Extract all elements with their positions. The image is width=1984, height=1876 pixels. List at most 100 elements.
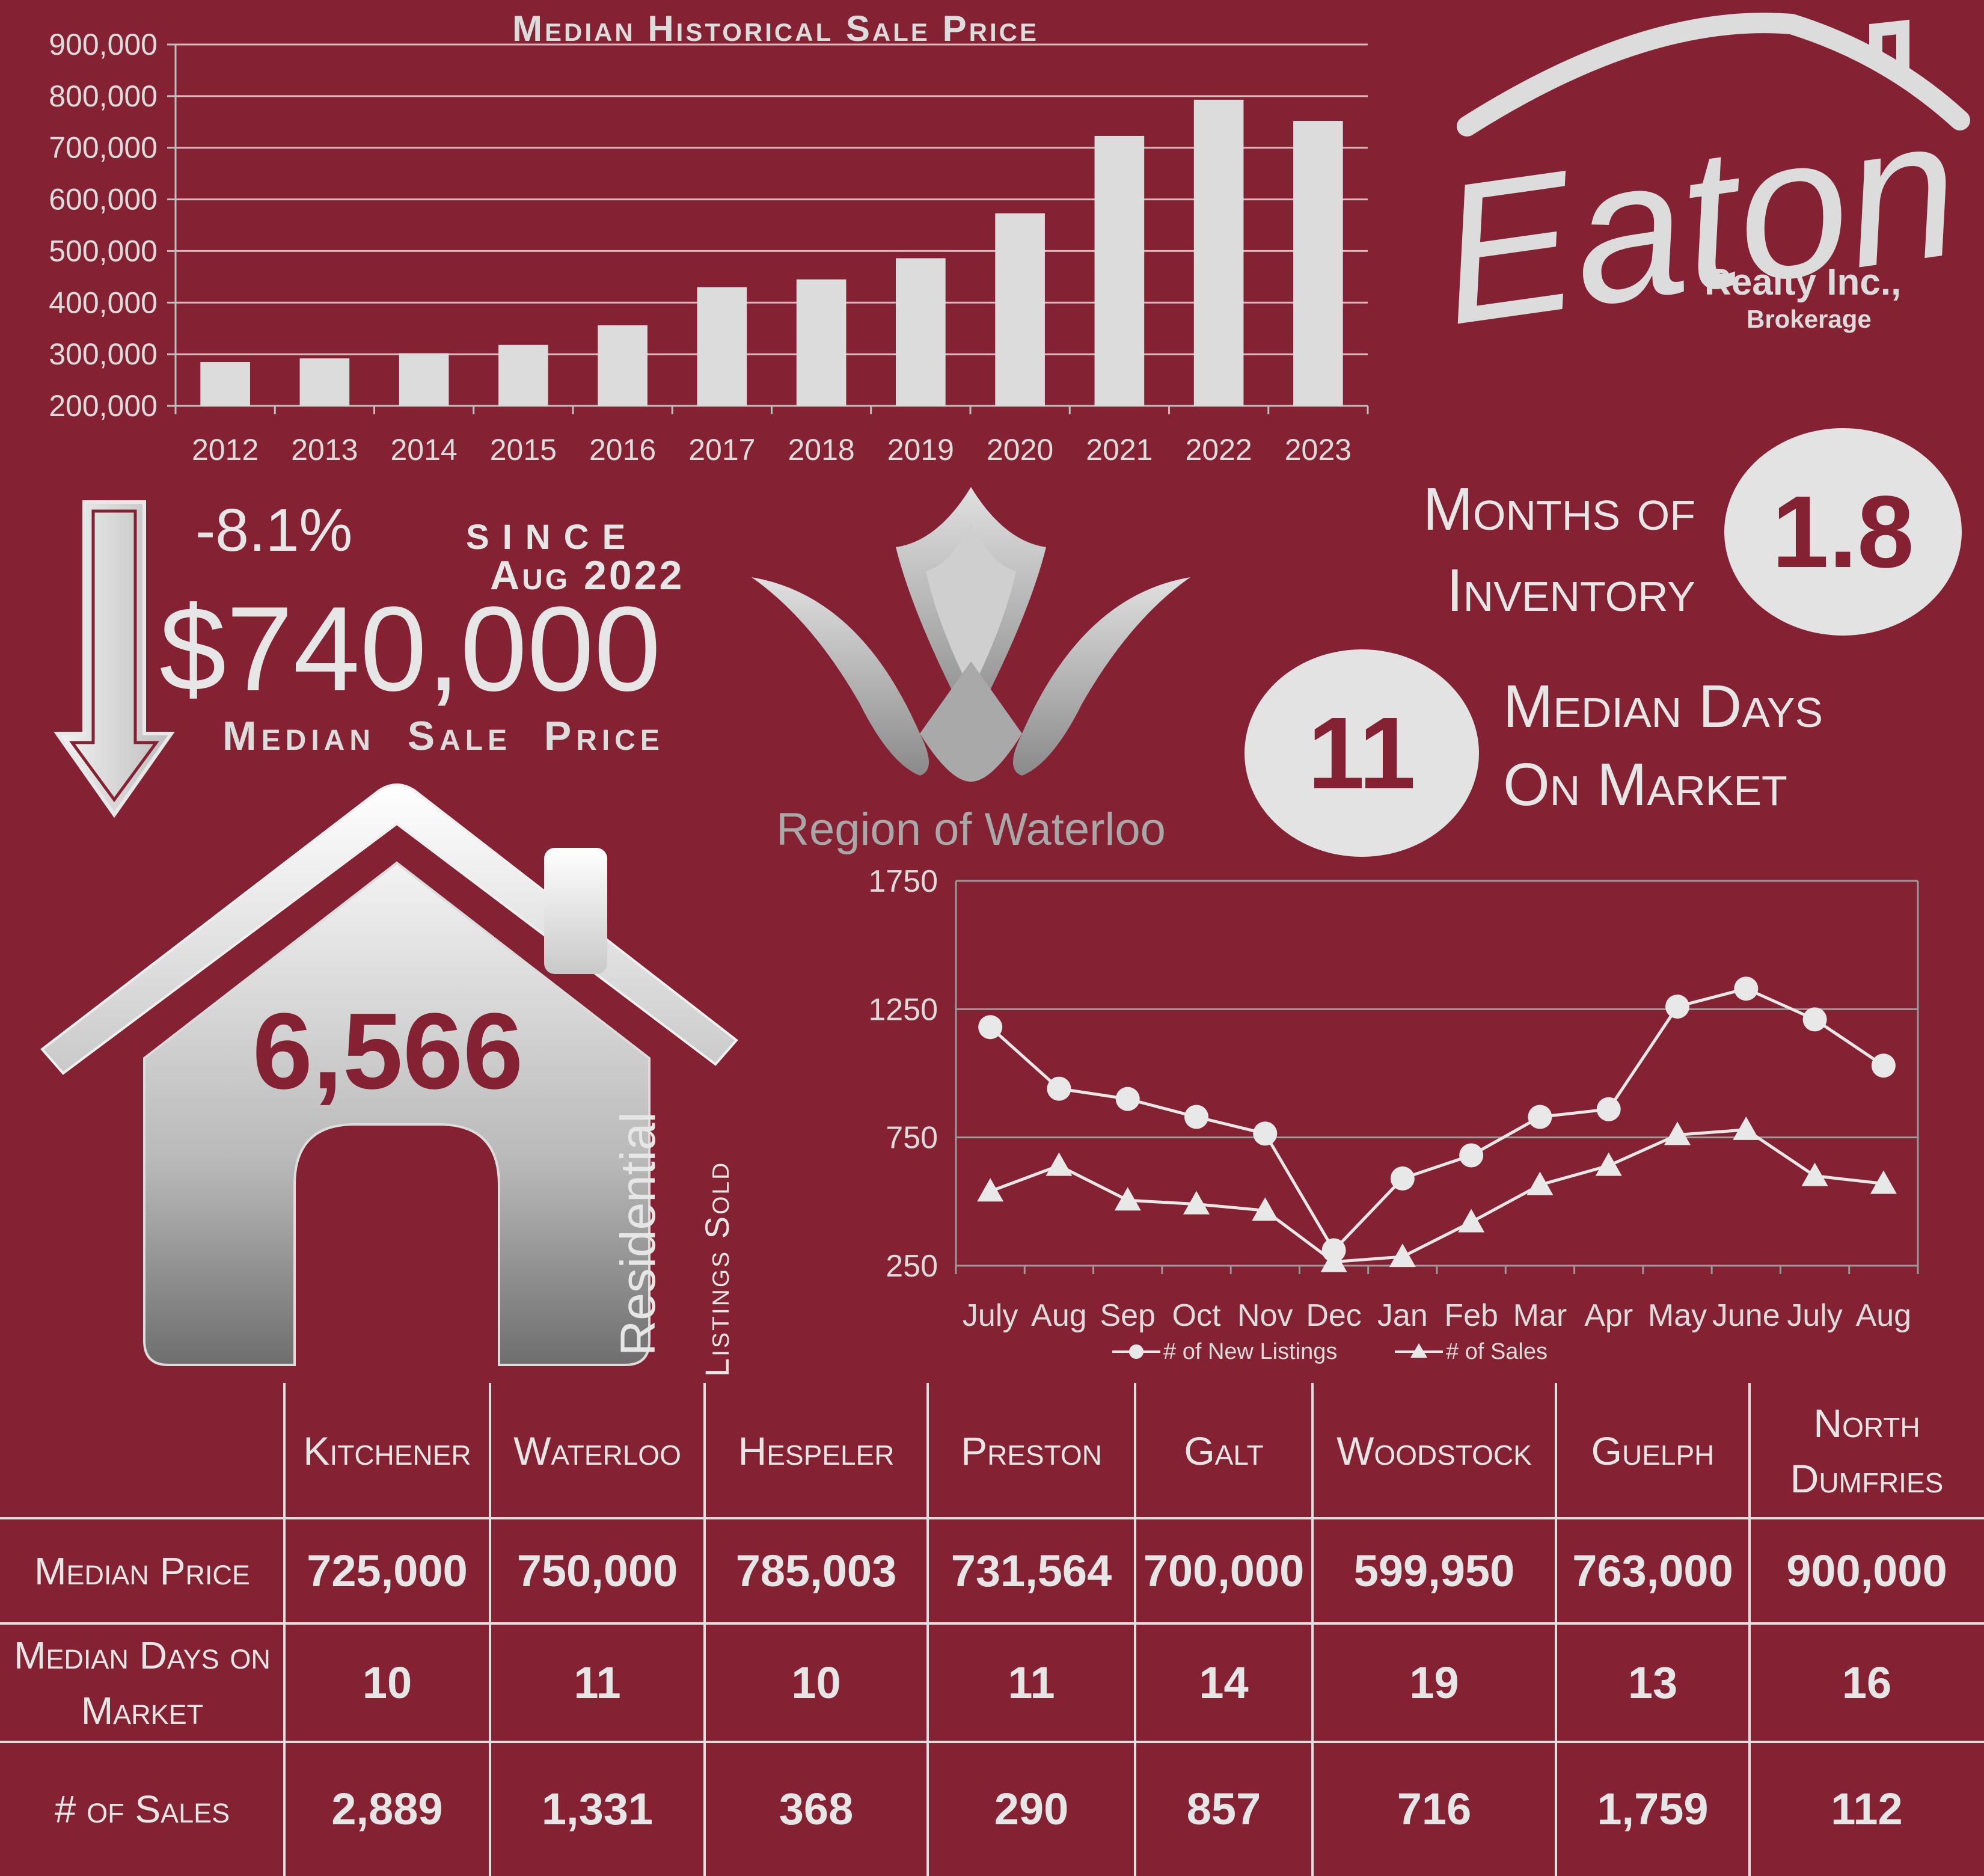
table-header-woodstock: Woodstock bbox=[1336, 1428, 1532, 1473]
bar-x-tick-label: 2018 bbox=[788, 433, 855, 467]
months-inventory-label-line2: Inventory bbox=[1446, 557, 1695, 624]
line-chart-legend: # of New Listings # of Sales bbox=[1112, 1339, 1548, 1364]
line-point-sales bbox=[1252, 1197, 1279, 1221]
line-chart-series bbox=[977, 976, 1897, 1272]
table-cell: 1,759 bbox=[1597, 1784, 1709, 1834]
bar-chart-bars bbox=[200, 99, 1343, 406]
table-cell: 11 bbox=[574, 1658, 621, 1708]
line-series-new-listings bbox=[989, 987, 1885, 1253]
bar-x-tick-label: 2022 bbox=[1186, 433, 1252, 467]
table-header-guelph: Guelph bbox=[1591, 1428, 1715, 1473]
line-x-tick-label: Aug bbox=[1856, 1298, 1912, 1333]
bar-x-tick-label: 2012 bbox=[192, 433, 259, 467]
bar-x-tick-label: 2020 bbox=[987, 433, 1053, 467]
line-x-tick-label: May bbox=[1648, 1298, 1707, 1333]
line-point-sales bbox=[977, 1178, 1004, 1202]
line-point-sales bbox=[1046, 1152, 1073, 1176]
line-point-sales bbox=[1595, 1152, 1622, 1176]
table-cell: 599,950 bbox=[1353, 1546, 1515, 1596]
table-header-kitchener: Kitchener bbox=[303, 1428, 471, 1473]
table-column-divider bbox=[926, 1383, 929, 1876]
line-y-tick-label: 1750 bbox=[868, 864, 938, 899]
line-y-tick-label: 750 bbox=[886, 1121, 938, 1156]
table-cell: 368 bbox=[779, 1784, 854, 1834]
line-x-tick-label: Feb bbox=[1444, 1298, 1498, 1333]
table-row-divider bbox=[0, 1517, 1984, 1519]
table-cell: 112 bbox=[1831, 1784, 1903, 1834]
line-point-new-listings bbox=[1390, 1166, 1415, 1191]
line-point-sales bbox=[1458, 1209, 1485, 1233]
line-point-sales bbox=[1664, 1121, 1691, 1145]
bar-2015 bbox=[498, 345, 548, 406]
bar-2019 bbox=[896, 258, 946, 406]
table-header-waterloo: Waterloo bbox=[513, 1428, 681, 1473]
line-point-new-listings bbox=[1802, 1007, 1827, 1032]
bar-2013 bbox=[299, 358, 350, 406]
since-label: since bbox=[466, 518, 639, 557]
line-y-tick-label: 250 bbox=[886, 1249, 938, 1284]
table-header-hespeler: Hespeler bbox=[738, 1428, 895, 1473]
logo-brokerage: Brokerage bbox=[1747, 305, 1872, 333]
table-cell: 290 bbox=[994, 1784, 1069, 1834]
bar-y-tick-label: 600,000 bbox=[49, 183, 158, 216]
region-name: Region of Waterloo bbox=[776, 804, 1166, 855]
median-days-value: 11 bbox=[1308, 696, 1416, 811]
median-sale-price: $740,000 bbox=[159, 582, 661, 716]
median-days-label-line2: On Market bbox=[1503, 751, 1787, 818]
table-cell: 716 bbox=[1397, 1784, 1472, 1834]
months-inventory-circle: 1.8 bbox=[1724, 428, 1962, 636]
bar-x-tick-label: 2017 bbox=[688, 433, 755, 467]
table-cell: 2,889 bbox=[331, 1784, 443, 1834]
table-cell: 725,000 bbox=[307, 1546, 468, 1596]
line-x-tick-label: Aug bbox=[1031, 1298, 1087, 1333]
bar-2018 bbox=[796, 279, 847, 406]
eaton-logo: Eaton Realty Inc., Brokerage bbox=[1427, 13, 1971, 361]
median-days-label-line1: Median Days bbox=[1503, 673, 1823, 740]
bar-x-tick-label: 2015 bbox=[490, 433, 557, 467]
bar-2016 bbox=[598, 325, 648, 406]
median-days-circle: 11 bbox=[1245, 649, 1479, 857]
line-x-tick-label: Apr bbox=[1584, 1298, 1633, 1333]
line-point-new-listings bbox=[1115, 1087, 1140, 1111]
line-point-sales bbox=[1183, 1191, 1210, 1215]
table-cell: 750,000 bbox=[516, 1546, 678, 1596]
line-chart-y-axis: 250 750 1250 1750 bbox=[868, 864, 938, 1284]
legend-label-sales: # of Sales bbox=[1446, 1339, 1548, 1364]
months-inventory-value: 1.8 bbox=[1772, 474, 1914, 589]
line-point-new-listings bbox=[1253, 1121, 1278, 1146]
line-x-tick-label: July bbox=[1787, 1298, 1842, 1333]
table-column-divider bbox=[1134, 1383, 1136, 1876]
line-point-new-listings bbox=[1459, 1143, 1484, 1168]
bar-2021 bbox=[1094, 135, 1145, 406]
median-days-label: Median Days On Market bbox=[1503, 667, 1823, 824]
bar-y-tick-label: 900,000 bbox=[49, 28, 158, 61]
line-x-tick-label: Oct bbox=[1172, 1298, 1221, 1333]
bar-x-tick-label: 2021 bbox=[1086, 433, 1153, 467]
table-cell: 16 bbox=[1842, 1658, 1892, 1708]
bar-x-tick-label: 2023 bbox=[1285, 433, 1352, 467]
table-cell: 900,000 bbox=[1786, 1546, 1947, 1596]
table-row-divider bbox=[0, 1741, 1984, 1743]
months-inventory-label: Months of Inventory bbox=[1347, 469, 1695, 631]
bar-y-tick-label: 300,000 bbox=[49, 337, 158, 371]
bar-x-tick-label: 2016 bbox=[589, 433, 656, 467]
bar-y-tick-label: 800,000 bbox=[49, 79, 158, 113]
line-x-tick-label: Sep bbox=[1100, 1298, 1156, 1333]
line-x-tick-label: Dec bbox=[1306, 1298, 1361, 1333]
residential-label: Residential bbox=[611, 1112, 666, 1356]
line-x-tick-label: Mar bbox=[1513, 1298, 1567, 1333]
line-point-new-listings bbox=[978, 1015, 1003, 1040]
line-point-sales bbox=[1733, 1116, 1760, 1140]
table-cell: 11 bbox=[1008, 1658, 1055, 1708]
table-row-label: Median Days on Market bbox=[14, 1633, 271, 1732]
line-x-tick-label: Nov bbox=[1237, 1298, 1293, 1333]
table-cell: 14 bbox=[1199, 1658, 1249, 1708]
line-x-tick-label: July bbox=[963, 1298, 1018, 1333]
table-column-divider bbox=[283, 1383, 286, 1876]
bar-x-tick-label: 2019 bbox=[887, 433, 954, 467]
table-row-label: # of Sales bbox=[54, 1787, 230, 1831]
bar-2017 bbox=[697, 287, 747, 406]
region-of-waterloo-logo: Region of Waterloo bbox=[752, 487, 1190, 855]
line-point-new-listings bbox=[1665, 995, 1689, 1019]
bar-y-tick-label: 400,000 bbox=[49, 286, 158, 319]
